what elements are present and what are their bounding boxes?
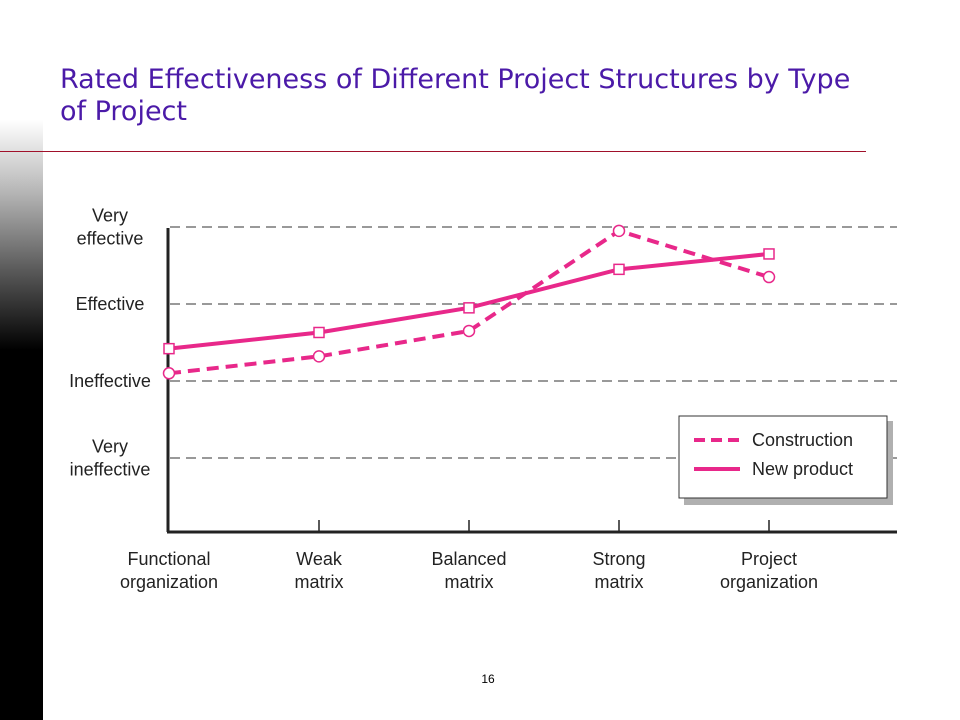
data-point [613,263,625,276]
data-point [313,326,325,339]
legend: Construction New product [678,415,893,505]
title-divider [0,151,866,152]
axes [166,228,897,534]
series-lines [162,224,776,380]
left-decorative-bar [0,0,43,720]
x-tick-label: Strong matrix [592,549,645,592]
x-tick-label: Weak matrix [295,549,344,592]
series-line-construction [168,228,770,376]
slide-number: 16 [481,672,495,686]
data-point [162,367,176,380]
data-point [312,350,326,363]
legend-box [678,415,888,499]
data-point [163,342,175,355]
data-point [463,302,475,314]
y-tick-label: Ineffective [69,371,151,391]
legend-label: Construction [752,430,853,450]
slide-title: Rated Effectiveness of Different Project… [60,64,851,127]
x-tick-label: Project organization [720,549,818,592]
legend-label: New product [752,459,853,479]
x-tick-label: Functional organization [120,549,218,592]
y-tick-label: Effective [76,294,145,314]
y-tick-label: Very ineffective [70,437,151,480]
grid-lines [170,226,897,459]
data-point [763,248,775,260]
x-tick-labels: Functional organization Weak matrix Balanced… [120,549,818,592]
y-tick-label: Very effective [77,206,144,249]
data-point [762,270,776,284]
y-tick-labels: Very ineffective Ineffective Effective Very e… [69,206,151,480]
data-point [612,224,626,238]
data-point [462,324,476,338]
x-tick-label: Balanced matrix [431,549,506,592]
